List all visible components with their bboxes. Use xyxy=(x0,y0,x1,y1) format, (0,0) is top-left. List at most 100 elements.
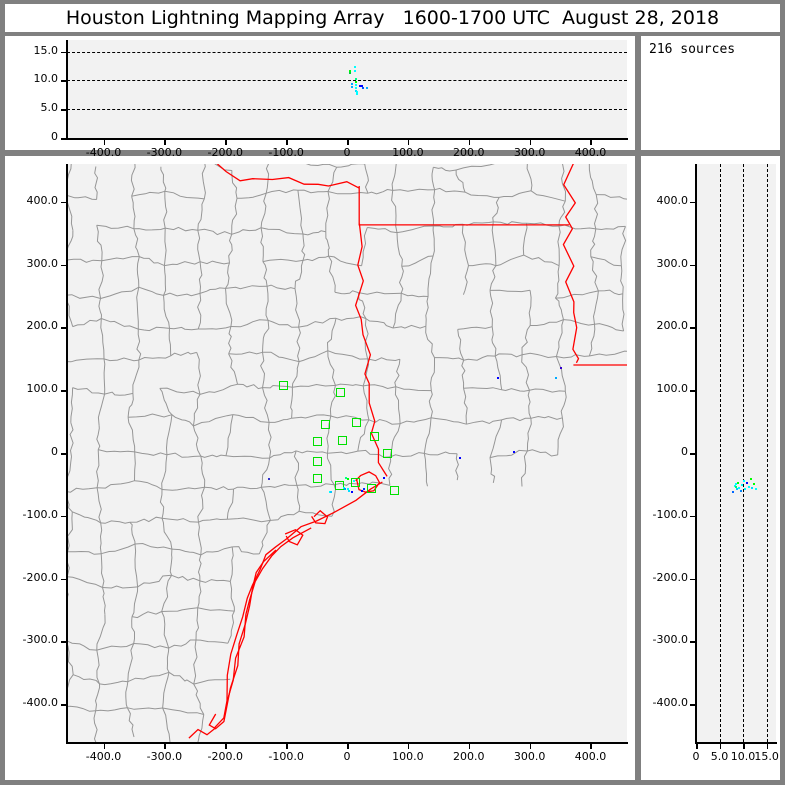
lightning-source-point xyxy=(355,93,358,96)
y-tick-0 xyxy=(690,453,696,455)
y-tick--300 xyxy=(690,641,696,643)
y-tick-label: 5.0 xyxy=(40,101,59,115)
y-tick--300 xyxy=(61,641,67,643)
lightning-source-point xyxy=(366,87,369,90)
lma-station-marker xyxy=(351,478,361,488)
y-tick--200 xyxy=(690,578,696,581)
y-tick-15 xyxy=(61,51,67,54)
lightning-source-point xyxy=(353,65,356,68)
y-axis-line xyxy=(66,40,68,138)
lightning-source-point xyxy=(755,488,758,491)
lightning-source-point xyxy=(742,479,745,482)
lightning-source-point xyxy=(347,487,350,490)
x-tick-label: 15.0 xyxy=(754,750,779,763)
lightning-source-point xyxy=(355,87,358,90)
lightning-source-point xyxy=(747,485,750,488)
lightning-source-point xyxy=(353,480,356,483)
lightning-source-point xyxy=(359,85,362,88)
y-tick-0 xyxy=(61,138,67,140)
altitude-vs-longitude-plot-area[interactable] xyxy=(67,40,627,138)
y-tick-400 xyxy=(690,201,696,204)
lma-station-marker xyxy=(337,435,347,445)
y-tick-label: 300.0 xyxy=(26,256,59,270)
y-tick-label: 300.0 xyxy=(656,256,689,270)
x-tick-label: 5.0 xyxy=(710,750,729,763)
x-tick-label: -300.0 xyxy=(146,750,183,763)
plan-view-plot-area[interactable] xyxy=(67,164,627,742)
x-tick--200 xyxy=(225,139,227,145)
lightning-source-point xyxy=(360,489,363,492)
x-tick-label: 200.0 xyxy=(452,146,485,159)
x-tick-label: 300.0 xyxy=(513,146,546,159)
y-tick-100 xyxy=(61,390,67,392)
lightning-source-point xyxy=(345,477,348,480)
lma-station-marker xyxy=(366,483,376,493)
lightning-source-point xyxy=(739,489,742,492)
lightning-source-point xyxy=(736,487,739,490)
x-tick--100 xyxy=(286,139,288,145)
lightning-source-point xyxy=(743,488,746,491)
x-tick-15 xyxy=(766,743,769,749)
x-tick-label: -300.0 xyxy=(146,146,183,159)
lightning-source-point xyxy=(738,486,741,489)
x-tick-label: 200.0 xyxy=(452,750,485,763)
lma-station-marker xyxy=(313,437,323,447)
y-tick-label: -200.0 xyxy=(22,570,58,584)
x-tick-label: -400.0 xyxy=(85,146,122,159)
lightning-source-point xyxy=(753,483,756,486)
x-tick-label: -100.0 xyxy=(268,146,304,159)
x-tick-label: -200.0 xyxy=(207,750,243,763)
y-tick-label: 400.0 xyxy=(656,193,689,207)
x-tick-label: 0 xyxy=(343,146,351,159)
lightning-source-point xyxy=(354,77,357,80)
lma-station-marker xyxy=(336,387,346,397)
x-axis-line xyxy=(66,138,628,140)
y-tick--200 xyxy=(61,578,67,581)
lightning-source-point xyxy=(330,490,333,493)
y-tick-label: -200.0 xyxy=(652,570,688,584)
y-tick-label: -300.0 xyxy=(652,633,688,647)
x-axis-line xyxy=(695,742,777,744)
source-count-panel: 216 sources xyxy=(641,36,780,150)
lightning-source-point xyxy=(560,366,563,369)
x-tick-label: 400.0 xyxy=(574,146,607,159)
altitude-vs-longitude-panel: 0 5.0 10.0 15.0 -400.0 -300.0 -200.0 -100.0 0 100… xyxy=(5,36,635,159)
lightning-source-point xyxy=(349,70,352,73)
lightning-source-point xyxy=(741,484,744,487)
x-tick-label: 10.0 xyxy=(730,750,756,763)
x-tick--300 xyxy=(164,743,166,749)
state-and-coastline-boundaries xyxy=(188,164,627,739)
y-tick--100 xyxy=(61,515,67,518)
y-tick-300 xyxy=(690,264,696,267)
y-tick-label: -400.0 xyxy=(652,696,688,710)
lightning-source-point xyxy=(351,490,354,493)
y-tick-label: 400.0 xyxy=(26,193,59,207)
x-tick-200 xyxy=(468,139,471,145)
x-tick-100 xyxy=(407,743,410,749)
latitude-vs-altitude-plot-area[interactable] xyxy=(696,164,776,742)
lightning-source-point xyxy=(344,488,347,491)
county-boundaries xyxy=(67,164,627,742)
x-tick--200 xyxy=(225,743,227,749)
x-tick--400 xyxy=(103,139,106,145)
lightning-source-point xyxy=(354,80,357,83)
lightning-source-point xyxy=(513,451,516,454)
x-tick-label: -100.0 xyxy=(268,750,304,763)
y-tick-label: 100.0 xyxy=(26,382,59,396)
x-tick-300 xyxy=(529,743,532,749)
x-tick-5 xyxy=(719,743,722,749)
x-tick-label: 100.0 xyxy=(392,750,424,763)
lma-station-marker xyxy=(335,481,345,491)
x-tick-0 xyxy=(347,139,349,145)
lightning-source-point xyxy=(342,487,345,490)
y-tick-100 xyxy=(690,390,696,392)
y-tick--400 xyxy=(690,704,696,706)
latitude-vs-altitude-panel: -400.0 -300.0 -200.0 -100.0 0 100.0 200.0 300.0… xyxy=(641,156,780,780)
lma-station-marker xyxy=(351,418,361,428)
lightning-source-point xyxy=(360,85,363,88)
lightning-source-point xyxy=(749,478,752,481)
lma-station-marker xyxy=(382,448,392,458)
lightning-source-point xyxy=(363,488,366,491)
x-tick--100 xyxy=(286,743,288,749)
